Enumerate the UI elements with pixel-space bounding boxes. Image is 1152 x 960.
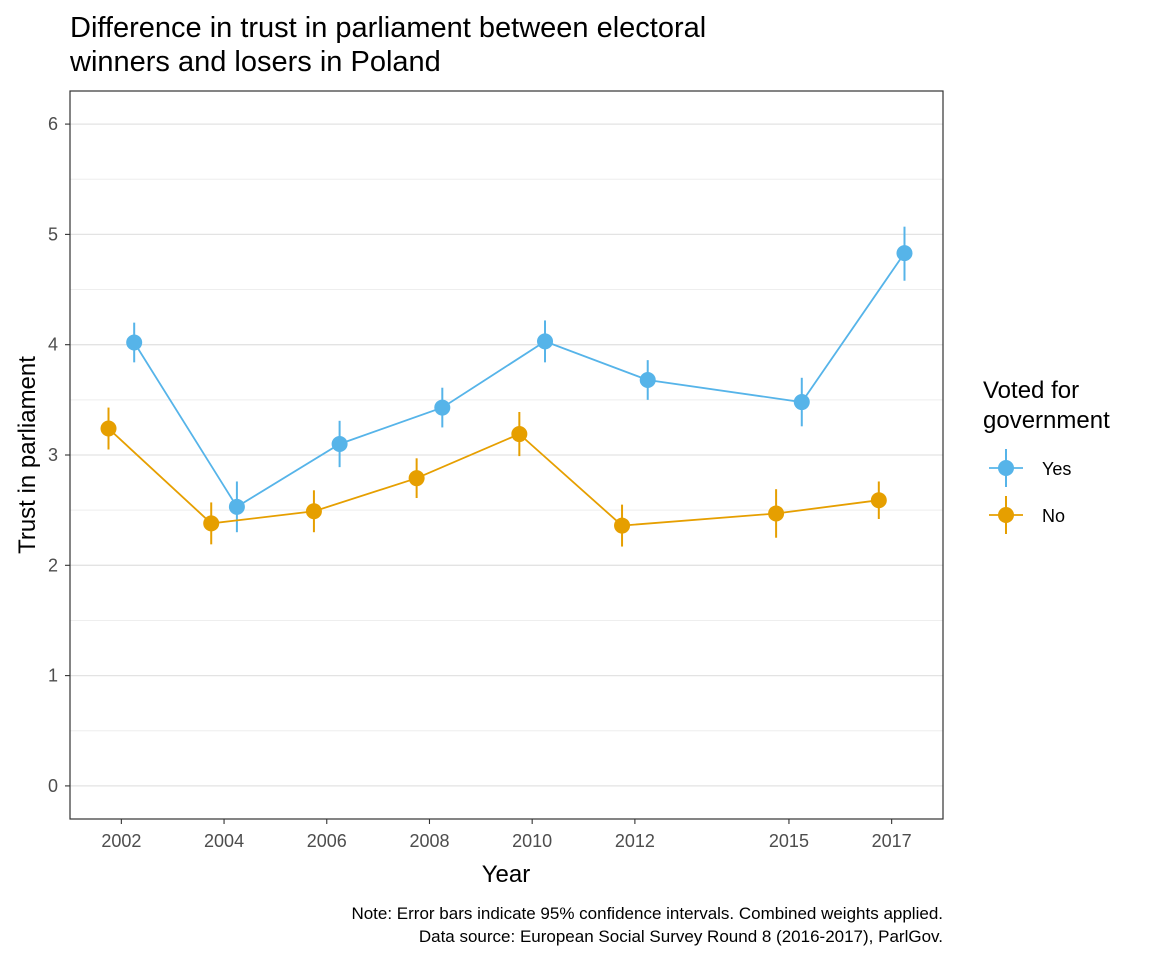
data-point	[537, 333, 554, 350]
data-point	[434, 399, 451, 416]
data-point	[126, 334, 143, 351]
data-point	[408, 470, 425, 487]
data-point	[100, 420, 117, 437]
legend-key-point	[998, 460, 1014, 476]
legend-items: Yes No	[989, 449, 1071, 534]
chart-title-line-2: winners and losers in Poland	[69, 46, 441, 78]
series-no	[100, 407, 887, 547]
y-tick-label: 1	[48, 666, 58, 686]
data-point	[203, 515, 220, 532]
legend-item-yes: Yes	[989, 449, 1071, 487]
legend-title-line-2: government	[983, 407, 1110, 434]
data-point	[614, 517, 631, 534]
data-point	[870, 492, 887, 509]
series-line-yes	[133, 252, 906, 509]
x-tick-label: 2002	[101, 831, 141, 851]
data-point	[228, 498, 245, 515]
legend-label: No	[1042, 506, 1065, 526]
data-point	[305, 503, 322, 520]
y-tick-label: 2	[48, 555, 58, 575]
chart-title-line-1: Difference in trust in parliament betwee…	[70, 12, 706, 44]
x-tick-label: 2004	[204, 831, 244, 851]
x-tick-label: 2017	[872, 831, 912, 851]
caption-note: Note: Error bars indicate 95% confidence…	[351, 904, 943, 923]
data-point	[896, 245, 913, 262]
y-tick-label: 0	[48, 776, 58, 796]
legend: Voted for government Yes No	[983, 377, 1110, 534]
y-tick-label: 6	[48, 114, 58, 134]
x-tick-label: 2015	[769, 831, 809, 851]
x-tick-label: 2010	[512, 831, 552, 851]
series-layer	[100, 226, 913, 547]
series-yes	[126, 226, 913, 533]
axes: 0 1 2 3 4 5 6 2002 2004 2006 2008 2010 2012 2015 2017	[48, 114, 912, 851]
data-point	[511, 426, 528, 443]
y-tick-label: 5	[48, 224, 58, 244]
x-tick-label: 2012	[615, 831, 655, 851]
y-tick-label: 4	[48, 335, 58, 355]
legend-key-point	[998, 507, 1014, 523]
y-tick-label: 3	[48, 445, 58, 465]
data-point	[793, 394, 810, 411]
legend-item-no: No	[989, 496, 1065, 534]
plot-grid	[70, 123, 943, 787]
x-tick-label: 2008	[409, 831, 449, 851]
caption-source: Data source: European Social Survey Roun…	[419, 927, 943, 946]
data-point	[331, 435, 348, 452]
series-line-no	[107, 427, 879, 527]
y-axis-title: Trust in parliament	[14, 356, 41, 554]
legend-label: Yes	[1042, 459, 1071, 479]
x-axis-title: Year	[482, 861, 531, 888]
data-point	[639, 371, 656, 388]
data-point	[768, 505, 785, 522]
legend-title-line-1: Voted for	[983, 377, 1079, 404]
x-tick-label: 2006	[307, 831, 347, 851]
